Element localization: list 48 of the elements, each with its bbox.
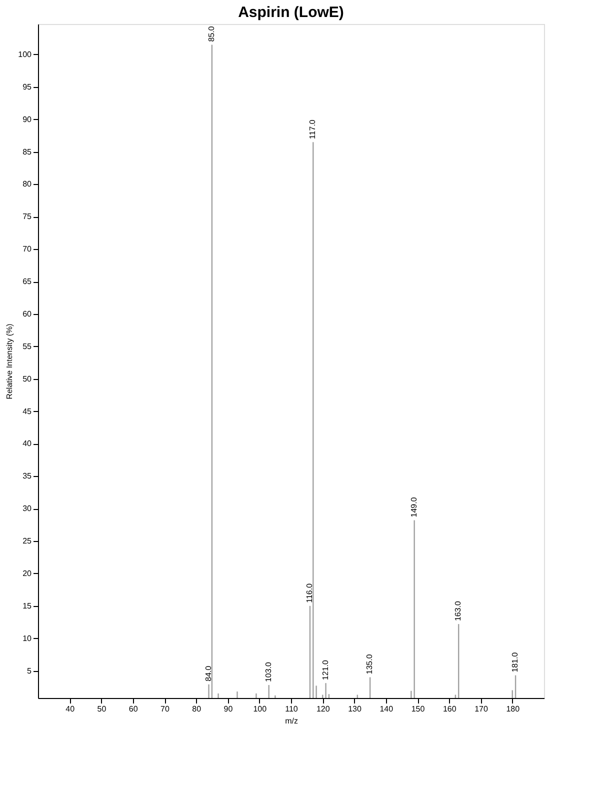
y-tick-label: 55 (22, 342, 32, 351)
x-tick-label: 90 (224, 704, 234, 714)
x-tick-label: 80 (192, 704, 202, 714)
annotation: 181.0 (510, 652, 520, 672)
annotation: 103.0 (264, 661, 273, 682)
y-tick-label: 30 (22, 504, 32, 514)
annotation: 163.0 (454, 600, 463, 622)
y-tick-label: 35 (22, 472, 32, 481)
y-tick-label: 85 (22, 147, 32, 156)
x-tick-label: 180 (506, 704, 520, 714)
annotation: 149.0 (409, 496, 418, 518)
y-axis-title: Relative Intensity (%) (5, 323, 14, 400)
y-tick-label: 15 (22, 601, 32, 610)
y-tick-label: 45 (22, 406, 32, 416)
x-tick-label: 50 (97, 704, 107, 714)
x-tick-label: 130 (348, 704, 362, 714)
annotation: 121.0 (320, 660, 330, 680)
y-tick-label: 80 (22, 180, 32, 189)
y-tick-label: 5 (27, 666, 32, 676)
y-tick-label: 50 (22, 374, 32, 384)
y-tick-label: 40 (22, 439, 32, 448)
y-tick-label: 25 (22, 536, 32, 546)
y-tick-label: 20 (22, 568, 32, 578)
y-tick-label: 60 (22, 309, 32, 318)
x-tick-label: 110 (285, 704, 298, 714)
y-tick-label: 70 (22, 244, 32, 254)
y-tick-label: 90 (22, 114, 32, 124)
x-tick-label: 100 (253, 704, 268, 714)
y-tick-label: 100 (18, 50, 32, 59)
x-tick-label: 70 (160, 704, 170, 714)
annotation: 85.0 (206, 26, 216, 42)
x-tick-label: 160 (442, 704, 457, 714)
annotation: 117.0 (308, 119, 318, 140)
x-axis-title: m/z (285, 716, 298, 726)
x-tick-label: 140 (380, 704, 394, 714)
chart-title: Aspirin (LowE) (238, 4, 344, 21)
x-tick-label: 120 (316, 704, 330, 714)
x-tick-label: 150 (411, 704, 426, 714)
annotation: 135.0 (365, 654, 374, 674)
y-tick-label: 95 (22, 82, 32, 92)
y-tick-label: 65 (22, 277, 32, 286)
y-tick-label: 10 (22, 634, 32, 643)
annotation: 116.0 (304, 582, 314, 603)
x-tick-label: 60 (128, 704, 138, 714)
y-tick-label: 75 (22, 212, 32, 222)
x-tick-label: 170 (474, 704, 488, 714)
x-tick-label: 40 (66, 704, 76, 714)
annotation: 84.0 (204, 665, 213, 682)
